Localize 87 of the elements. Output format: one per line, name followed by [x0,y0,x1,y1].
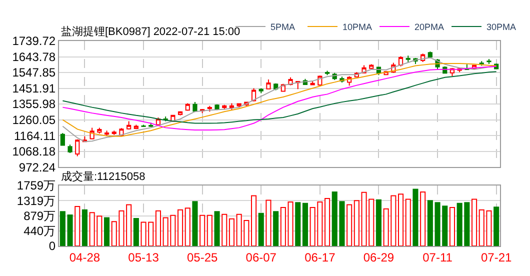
bar [82,209,88,246]
legend-label: 5PMA [270,22,296,32]
bar [155,210,161,246]
y-tick-label: 1319万 [16,194,56,208]
y-tick-label: 1355.98 [12,97,56,112]
legend-label: 30PMA [486,22,516,32]
candlestick [185,102,190,112]
y-tick-label: 1164.11 [14,128,56,143]
candlestick [104,130,110,136]
bar [324,198,330,246]
bar [354,200,360,246]
candlestick [236,102,242,108]
bar [192,201,198,246]
chart-title: 成交量:11215058 [61,170,146,183]
bar [184,208,190,246]
candlestick [266,79,271,90]
candlestick [68,144,72,154]
candlestick [126,120,132,130]
bar [178,209,184,246]
y-tick-label: 0 [48,239,56,254]
y-tick-label: 1451.91 [12,81,56,96]
bar [133,218,139,246]
y-tick-label: 440万 [24,224,56,238]
bar [266,200,272,246]
y-tick-label: 1068.18 [12,144,56,159]
legend-label: 20PMA [414,22,444,32]
bar [412,188,418,246]
x-tick-label: 05-25 [186,250,218,264]
x-tick-label: 06-17 [304,250,336,264]
bar [214,211,220,246]
bar [280,206,286,246]
bar [420,192,426,246]
candlestick [406,55,410,62]
bar [104,217,110,246]
bar [288,201,294,246]
bar [346,204,352,246]
candlestick [324,70,330,76]
bar [258,212,264,246]
x-tick-label: 04-28 [69,250,100,264]
line-series [62,71,497,124]
candlestick [207,105,212,112]
candlestick [258,88,264,94]
bar [398,194,404,246]
bar [472,198,478,246]
candlestick [310,80,315,86]
candlestick [75,138,80,157]
bar [222,214,228,246]
bar [74,206,80,246]
bar [295,202,301,246]
candlestick [428,50,432,59]
bar [60,211,66,246]
bar [376,199,382,246]
y-tick-label: 879万 [24,208,56,223]
candlestick [141,124,146,128]
bar [405,198,411,246]
candlestick [214,104,220,111]
bar [427,200,433,246]
candlestick [479,60,484,66]
y-tick-label: 972.24 [18,160,56,174]
candlestick [134,124,138,130]
x-tick-label: 05-13 [128,250,160,264]
candlestick [97,127,102,134]
y-tick-label: 1643.78 [12,50,56,64]
x-tick-label: 06-29 [363,250,394,264]
bar [494,206,500,246]
legend-label: 10PMA [342,22,372,32]
candlestick [192,102,198,112]
y-tick-label: 1547.85 [12,66,56,80]
x-tick-label: 07-11 [422,250,453,264]
bar [67,214,73,246]
bar [273,211,279,246]
y-tick-label: 1759万 [16,178,56,193]
bar [200,214,206,246]
bar [302,202,308,246]
candlestick [251,88,256,102]
bar [449,206,455,246]
bar [206,214,212,246]
bar [251,195,257,246]
candlestick [112,130,116,136]
x-tick-label: 06-07 [246,250,277,264]
y-tick-label: 1260.05 [12,113,56,127]
candlestick [486,58,492,64]
x-tick-label: 07-21 [480,250,512,264]
bar [228,218,234,246]
candlestick [60,132,65,146]
y-tick-label: 1739.72 [12,34,56,48]
chart-title: 盐湖提锂[BK0987] 2022-07-21 15:00 [61,25,240,38]
